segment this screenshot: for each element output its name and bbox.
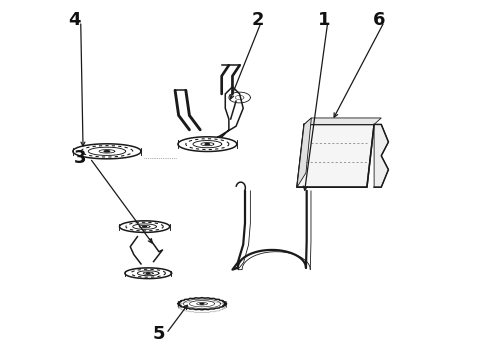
Polygon shape [374,125,389,187]
Polygon shape [304,118,381,125]
Text: 2: 2 [251,12,264,30]
Text: 5: 5 [153,325,165,343]
Polygon shape [104,151,110,152]
Text: 3: 3 [74,149,86,167]
Polygon shape [147,273,150,274]
Polygon shape [297,125,374,187]
Polygon shape [143,226,147,227]
Polygon shape [200,303,204,304]
Text: 6: 6 [373,12,386,30]
Text: 4: 4 [69,12,81,30]
Polygon shape [205,144,210,145]
Polygon shape [297,118,311,187]
Text: 1: 1 [318,12,330,30]
